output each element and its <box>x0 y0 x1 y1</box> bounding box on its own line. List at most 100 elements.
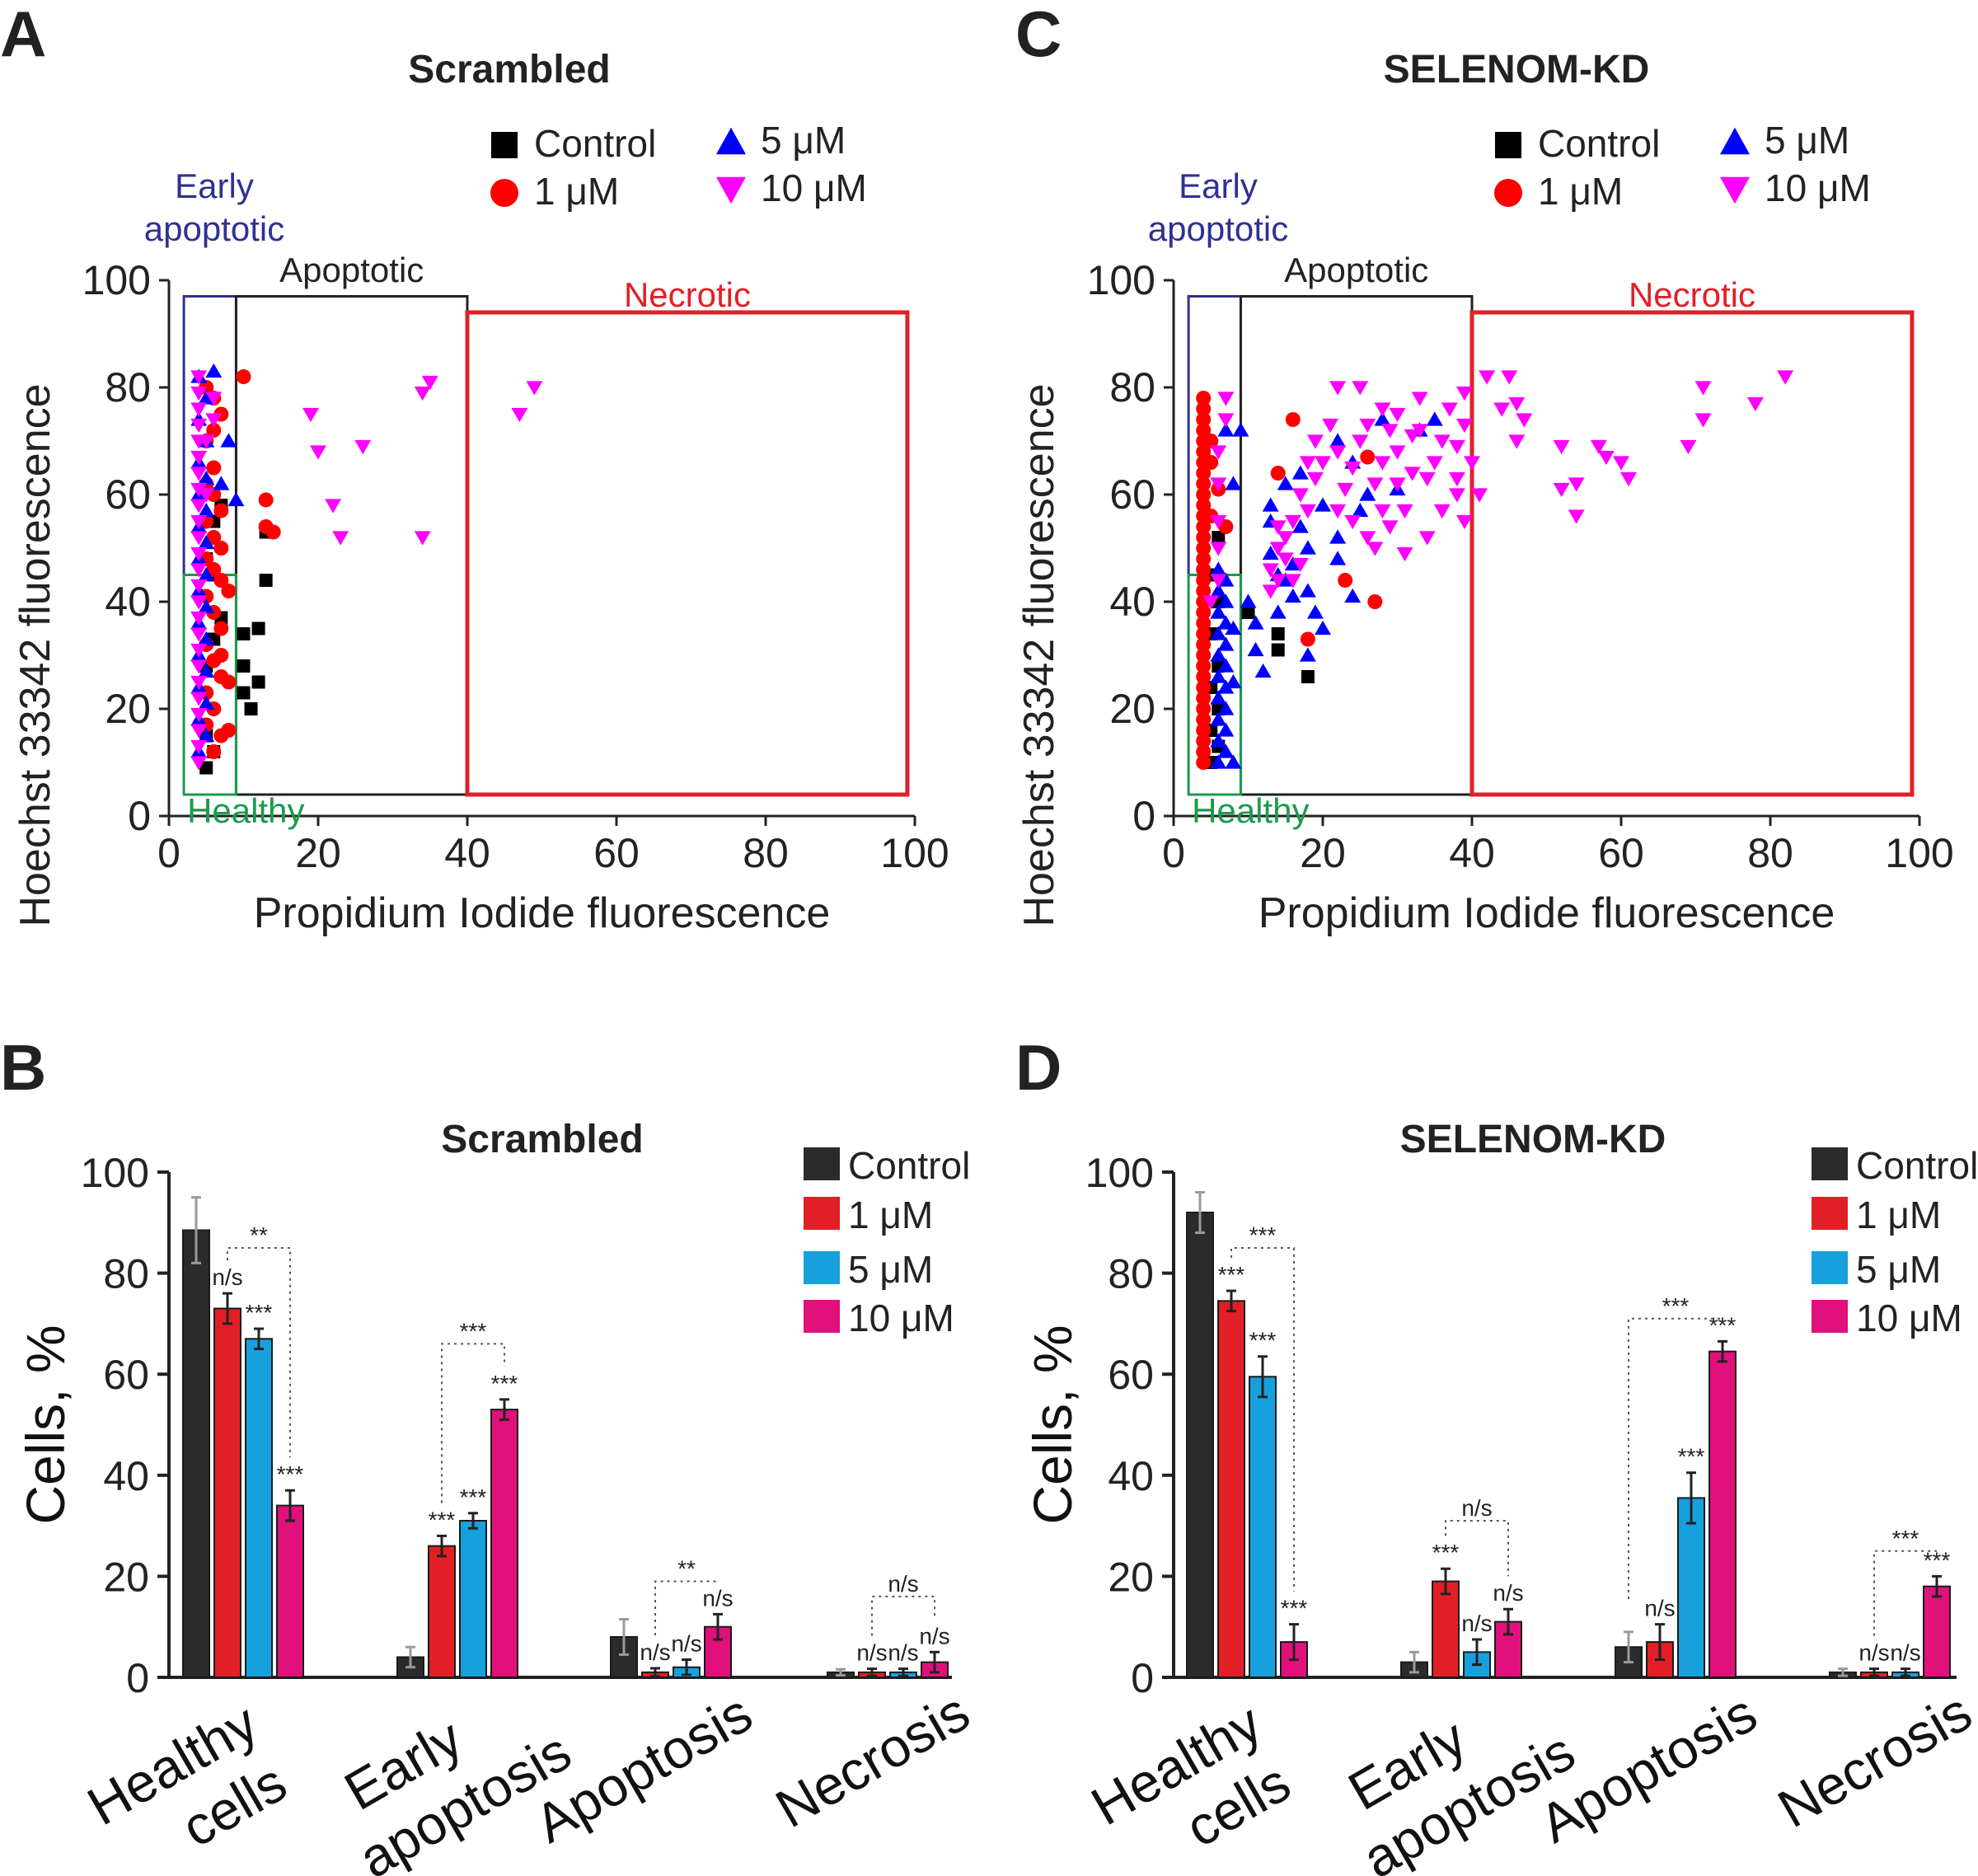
data-point <box>1196 648 1212 663</box>
legend-label: 5 μM <box>761 119 846 162</box>
data-point <box>205 413 223 428</box>
significance-label: *** <box>429 1507 456 1532</box>
data-point <box>1315 620 1331 635</box>
data-point <box>237 627 251 640</box>
significance-label: n/s <box>671 1631 701 1657</box>
data-point <box>1508 434 1526 449</box>
data-point <box>190 595 208 610</box>
data-point <box>1299 456 1316 471</box>
data-point <box>1306 434 1324 449</box>
bar <box>1708 1350 1737 1678</box>
data-point <box>190 675 208 691</box>
data-point <box>1285 412 1301 427</box>
data-point <box>1196 680 1212 695</box>
data-point <box>1210 604 1227 619</box>
data-point <box>1232 422 1249 437</box>
data-point <box>1217 701 1235 715</box>
data-point <box>1196 519 1212 534</box>
data-point <box>1568 509 1585 524</box>
data-point <box>1374 411 1391 426</box>
data-point <box>1359 531 1376 546</box>
data-point <box>190 514 208 530</box>
data-point <box>1196 476 1212 491</box>
legend-marker <box>716 176 746 204</box>
y-tick-label: 0 <box>126 1655 149 1701</box>
data-point <box>1568 477 1585 492</box>
data-point <box>1210 514 1227 530</box>
legend-label: 1 μM <box>1538 170 1623 213</box>
data-point <box>1284 574 1301 589</box>
data-point <box>1315 497 1331 512</box>
data-point <box>1196 669 1212 684</box>
data-point <box>1196 573 1212 588</box>
data-point <box>1291 465 1309 480</box>
legend-label: 5 μM <box>1765 119 1849 162</box>
data-point <box>1404 429 1421 444</box>
data-point <box>1597 450 1615 466</box>
data-point <box>1217 679 1235 694</box>
scatter-panel-c: SELENOM-KD 0 20 40 60 80 100 0 20 40 60 80 100 Propid… <box>1015 48 1954 937</box>
y-tick-label: 0 <box>128 793 151 839</box>
data-point <box>190 739 208 755</box>
data-point <box>251 621 265 635</box>
data-point <box>1247 641 1264 657</box>
data-point <box>190 402 208 417</box>
data-point <box>1196 412 1212 427</box>
data-point <box>1210 583 1227 598</box>
x-tick-label: 40 <box>1449 830 1495 876</box>
bar-series-control <box>1186 1191 1857 1679</box>
data-point <box>1196 498 1212 513</box>
legend-swatch <box>1812 1147 1848 1180</box>
data-point <box>190 692 208 706</box>
legend-swatch <box>804 1251 840 1284</box>
data-point <box>1441 402 1458 417</box>
data-point <box>1493 402 1511 417</box>
y-tick-label: 80 <box>1109 364 1155 410</box>
x-tick-label: 20 <box>295 830 341 876</box>
data-point <box>206 744 222 759</box>
panel-letter-a: A <box>0 0 46 70</box>
data-point <box>1196 605 1212 620</box>
data-point <box>1411 392 1428 406</box>
chart-title: SELENOM-KD <box>1384 48 1650 91</box>
data-point <box>1196 616 1212 631</box>
data-point <box>1210 561 1227 576</box>
data-point <box>198 434 215 449</box>
bar <box>276 1504 304 1678</box>
data-point <box>1300 631 1315 647</box>
data-point <box>1217 636 1235 651</box>
data-point <box>1210 668 1227 683</box>
data-point <box>190 531 208 546</box>
legend-swatch <box>1812 1251 1848 1284</box>
data-point <box>1366 542 1384 556</box>
significance-bracket <box>441 1343 505 1503</box>
legend-label: 5 μM <box>848 1248 933 1291</box>
data-point <box>1217 392 1235 406</box>
data-point <box>1225 620 1242 635</box>
data-point <box>190 627 208 642</box>
significance-bracket <box>654 1580 718 1635</box>
legend-marker <box>490 179 518 207</box>
data-point <box>259 574 273 587</box>
legend-swatch <box>804 1147 840 1180</box>
data-point <box>198 534 215 550</box>
legend-label: 5 μM <box>1856 1248 1941 1291</box>
data-point <box>1448 439 1465 455</box>
data-point <box>1418 471 1436 487</box>
data-point <box>1270 466 1286 481</box>
data-point <box>1196 637 1212 652</box>
significance-label: *** <box>1924 1547 1951 1573</box>
data-point <box>199 761 213 775</box>
significance-label: n/s <box>1890 1640 1920 1666</box>
data-point <box>1501 370 1518 385</box>
significance-label: n/s <box>1493 1580 1523 1606</box>
x-axis-title: Propidium Iodide fluorescence <box>254 889 831 937</box>
data-point <box>1471 488 1488 503</box>
data-point <box>213 648 229 663</box>
data-point <box>1315 456 1331 471</box>
data-point <box>258 492 274 508</box>
y-tick-label: 20 <box>103 1554 149 1600</box>
data-point <box>1271 627 1285 640</box>
data-point <box>190 482 208 498</box>
data-point <box>1352 502 1369 518</box>
